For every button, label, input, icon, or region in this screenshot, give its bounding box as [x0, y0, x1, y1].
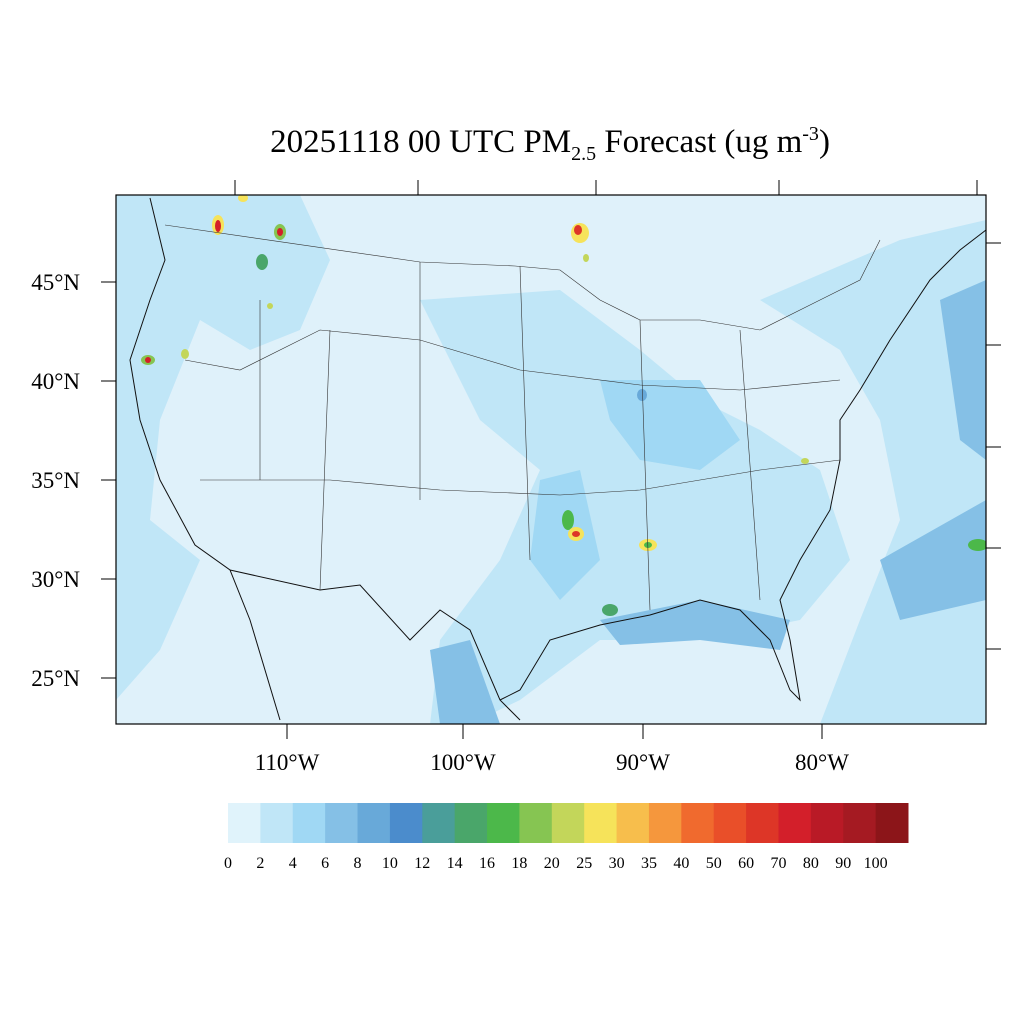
colorbar-label: 35 — [641, 855, 657, 872]
colorbar-box — [292, 803, 326, 843]
colorbar-label: 70 — [770, 855, 786, 872]
colorbar-box — [648, 803, 682, 843]
colorbar-box — [422, 803, 456, 843]
colorbar-box — [681, 803, 715, 843]
colorbar-box — [616, 803, 650, 843]
colorbar-box — [325, 803, 359, 843]
colorbar-label: 20 — [544, 855, 560, 872]
title-subscript: 2.5 — [571, 143, 596, 165]
lat-label: 25°N — [31, 666, 80, 691]
colorbar-label: 2 — [256, 855, 264, 872]
colorbar-box — [843, 803, 877, 843]
colorbar-box — [875, 803, 909, 843]
lon-label: 90°W — [616, 750, 670, 775]
map-field — [115, 180, 1001, 725]
title-middle: Forecast (ug m — [596, 124, 803, 160]
map-frame — [115, 194, 987, 725]
colorbar-label: 12 — [414, 855, 430, 872]
colorbar-box — [810, 803, 844, 843]
title-end: ) — [819, 124, 830, 160]
colorbar-label: 18 — [511, 855, 527, 872]
colorbar-box — [519, 803, 553, 843]
colorbar-label: 60 — [738, 855, 754, 872]
colorbar-label: 6 — [321, 855, 329, 872]
title-main: 20251118 00 UTC PM — [270, 124, 571, 160]
colorbar-label: 14 — [447, 855, 463, 872]
lat-label: 45°N — [31, 270, 80, 295]
lat-label: 30°N — [31, 567, 80, 592]
colorbar-box — [487, 803, 520, 843]
lon-label: 110°W — [255, 750, 320, 775]
colorbar-box — [260, 803, 294, 843]
colorbar-box — [746, 803, 779, 843]
colorbar-label: 40 — [673, 855, 689, 872]
colorbar-label: 16 — [479, 855, 495, 872]
colorbar-box — [551, 803, 585, 843]
colorbar-label: 90 — [835, 855, 851, 872]
colorbar-label: 30 — [609, 855, 625, 872]
colorbar-label: 0 — [224, 855, 232, 872]
colorbar-box — [778, 803, 812, 843]
colorbar-box — [357, 803, 391, 843]
lat-label: 40°N — [31, 369, 80, 394]
lon-label: 100°W — [430, 750, 496, 775]
lat-label: 35°N — [31, 468, 80, 493]
colorbar-box — [228, 803, 261, 843]
colorbar-box — [454, 803, 488, 843]
title-superscript: -3 — [802, 123, 819, 145]
colorbar-label: 4 — [289, 855, 297, 872]
colorbar-box — [584, 803, 618, 843]
frame-ticks — [234, 180, 1001, 650]
colorbar-box — [389, 803, 423, 843]
colorbar-label: 100 — [864, 855, 888, 872]
colorbar-label: 80 — [803, 855, 819, 872]
colorbar-label: 25 — [576, 855, 592, 872]
title: 20251118 00 UTC PM2.5 Forecast (ug m-3) — [270, 123, 830, 165]
colorbar-label: 8 — [354, 855, 362, 872]
colorbar-label: 10 — [382, 855, 398, 872]
colorbar-box — [713, 803, 747, 843]
colorbar-label: 50 — [706, 855, 722, 872]
lon-label: 80°W — [795, 750, 849, 775]
